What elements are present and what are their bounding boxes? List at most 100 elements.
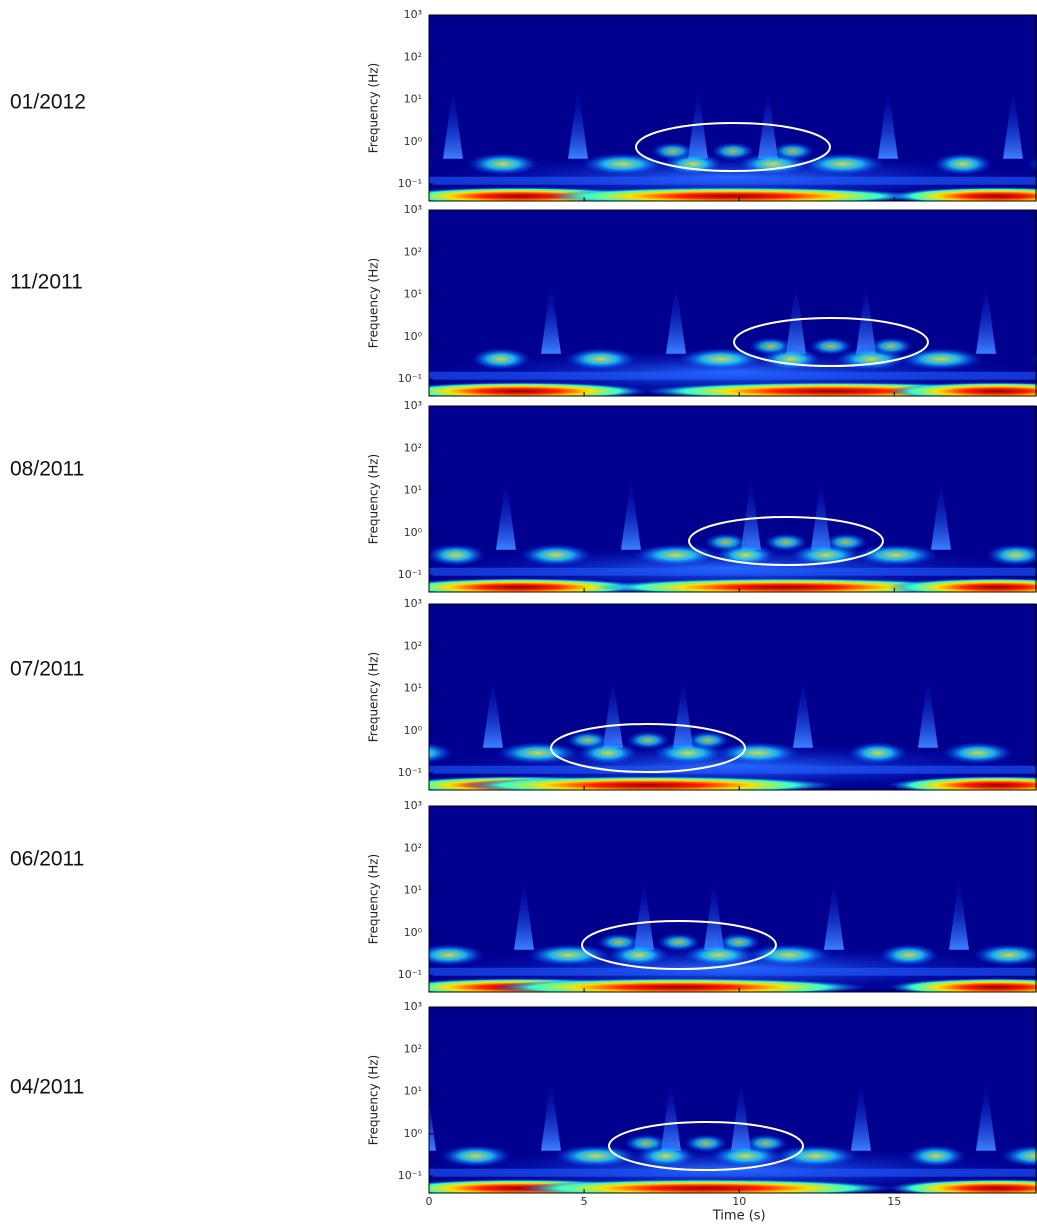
y-tick-label: 10⁻¹ [398,372,422,385]
spike [429,1100,436,1151]
hot-band [887,382,1037,396]
panel-label: 11/2011 [10,271,83,294]
spike [603,675,623,748]
frame [428,405,1037,593]
y-tick-label: 10² [404,441,422,454]
x-tick-label: 10 [732,1195,746,1208]
hot-band [458,776,838,790]
spike [496,477,516,550]
blob [626,731,670,750]
spike [786,281,806,354]
x-tick-label: 0 [426,1195,433,1208]
blob [346,1145,406,1167]
blob [554,1144,638,1167]
spike [673,675,693,748]
panel-label: 07/2011 [10,658,84,681]
blob [565,347,637,370]
band [429,1168,1037,1177]
spike [514,877,534,950]
spike [793,675,813,748]
x-tick-label: 15 [887,1195,901,1208]
spike [824,877,844,950]
hot-band [887,187,1037,201]
spike [541,281,561,354]
blob [624,1134,668,1153]
y-tick-label: 10⁻¹ [398,766,422,779]
y-tick-label: 10³ [404,8,422,21]
blob [1000,1144,1037,1167]
y-axis-label: Frequency (Hz) [367,854,381,945]
y-tick-label: 10¹ [404,93,422,106]
y-tick-label: 10⁰ [404,1127,423,1140]
spike [541,1078,561,1151]
spike [851,1078,871,1151]
blob [933,152,993,175]
hot-band [596,578,976,592]
spike [878,86,898,159]
spike [688,86,708,159]
blob [429,158,433,170]
blob [566,731,610,750]
blob [597,933,641,952]
y-tick-label: 10³ [404,399,422,412]
y-tick-label: 10³ [404,799,422,812]
blob [467,152,539,175]
y-tick-label: 10⁻¹ [398,1169,422,1182]
panel: 07/2011 Frequency (Hz) 10³ 10² 10¹ 10⁰ 10⁻¹ [10,597,1037,791]
blob [520,543,592,566]
spike [931,477,951,550]
highlight-ellipse [550,723,746,773]
band [429,567,1037,576]
y-tick-label: 10¹ [404,1085,422,1098]
blob [527,943,611,966]
band [429,371,1037,380]
panel-label: 08/2011 [10,458,84,481]
blob [679,347,763,370]
x-axis-label: Time (s) [712,1209,766,1224]
blob [942,741,1014,764]
y-tick-label: 10⁰ [404,724,423,737]
panel: 01/2012 Frequency (Hz) 10³ 10² 10¹ 10⁰ 10⁻¹ [10,8,1037,202]
y-tick-label: 10⁰ [404,526,423,539]
spike [976,1078,996,1151]
blob [906,1144,966,1167]
blob [879,943,939,966]
hot-band [489,978,869,992]
blob [824,533,868,552]
y-tick-label: 10⁻¹ [398,177,422,190]
blob [771,142,815,161]
highlight-ellipse [635,122,831,172]
panel: 08/2011 Frequency (Hz) 10³ 10² 10¹ 10⁰ 10⁻¹ [10,399,1037,593]
blob [899,347,983,370]
y-tick-label: 10¹ [404,682,422,695]
spike [568,86,588,159]
y-tick-label: 10³ [404,597,422,610]
y-tick-label: 10⁻¹ [398,968,422,981]
y-tick-label: 10⁰ [404,330,423,343]
y-tick-label: 10⁰ [404,135,423,148]
blob [774,1144,858,1167]
plot-area [429,15,1037,201]
blob [634,543,718,566]
spike [621,477,641,550]
plot-area [429,210,1037,396]
blob [744,1134,788,1153]
highlight-ellipse [581,920,777,970]
blob [651,142,695,161]
band [429,176,1037,185]
hot-band [887,776,1037,790]
plot-area [429,806,1037,992]
panel: 11/2011 Frequency (Hz) 10³ 10² 10¹ 10⁰ 10⁻¹ [10,203,1037,397]
hot-band [887,578,1037,592]
y-tick-label: 10³ [404,203,422,216]
y-tick-label: 10² [404,1042,422,1055]
spike [758,86,778,159]
y-axis-label: Frequency (Hz) [367,454,381,545]
plot-area [429,406,1037,592]
blob [986,543,1037,566]
frame [428,805,1037,993]
blob [764,533,808,552]
y-axis-label: Frequency (Hz) [367,258,381,349]
y-tick-label: 10⁰ [404,926,423,939]
